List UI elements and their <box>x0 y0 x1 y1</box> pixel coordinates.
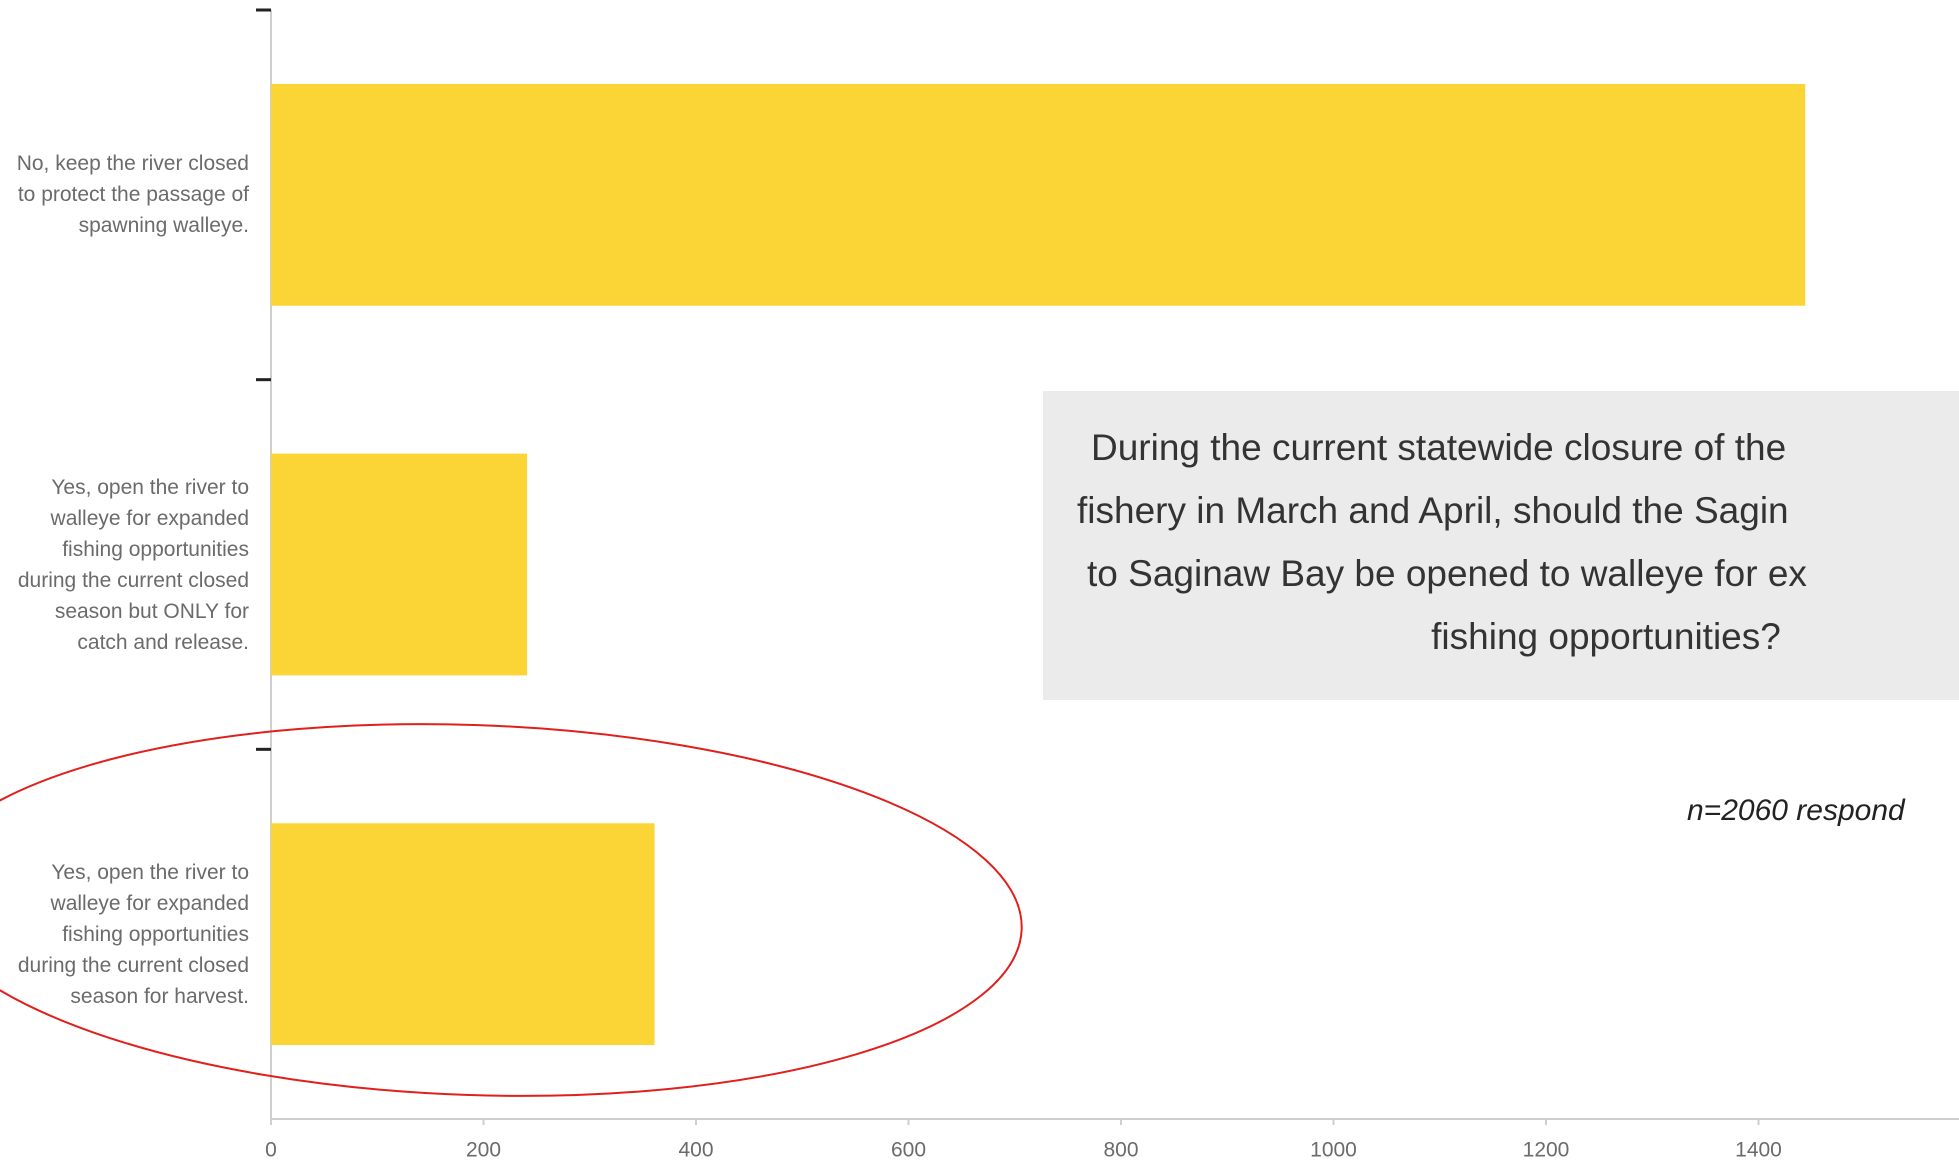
category-label: Yes, open the river to walleye for expan… <box>17 860 249 1008</box>
bar <box>271 83 1806 306</box>
x-tick-label: 600 <box>891 1139 926 1162</box>
x-tick-label: 1400 <box>1735 1139 1782 1162</box>
x-tick-label: 400 <box>678 1139 713 1162</box>
sample-note: n=2060 respond <box>1687 794 1906 827</box>
x-tick-label: 200 <box>466 1139 501 1162</box>
x-tick-label: 1000 <box>1310 1139 1357 1162</box>
category-label: No, keep the river closed to protect the… <box>16 152 249 238</box>
x-tick-label: 1200 <box>1523 1139 1570 1162</box>
highlight-ellipse <box>0 723 1023 1097</box>
category-label: Yes, open the river to walleye for expan… <box>17 475 249 654</box>
bar <box>271 823 655 1046</box>
x-tick-label: 800 <box>1103 1139 1138 1162</box>
question-text: to Saginaw Bay be opened to walleye for … <box>1087 553 1807 594</box>
question-text: fishing opportunities? <box>1431 616 1781 657</box>
question-box <box>1043 391 1959 700</box>
x-tick-label: 0 <box>265 1139 277 1162</box>
question-text: fishery in March and April, should the S… <box>1077 490 1789 531</box>
question-text: During the current statewide closure of … <box>1091 427 1786 468</box>
bar <box>271 453 528 676</box>
